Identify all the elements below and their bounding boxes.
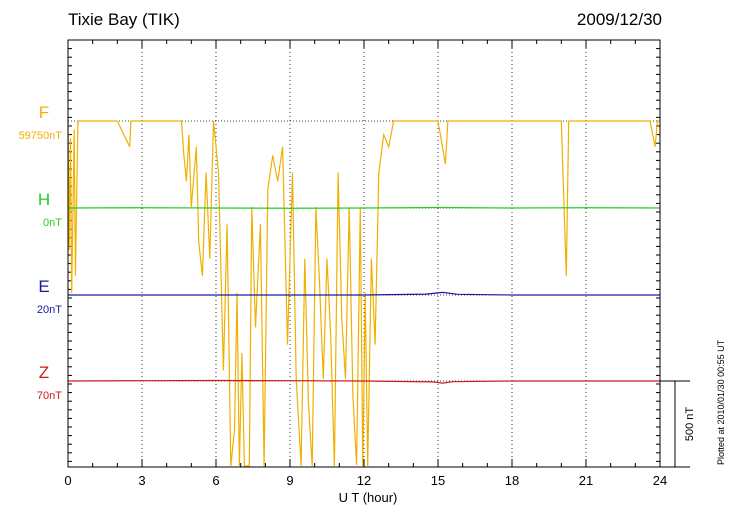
x-tick-label-0: 0 xyxy=(64,473,71,488)
series-baseline-value-Z: 70nT xyxy=(37,390,62,402)
series-baseline-value-F: 59750nT xyxy=(19,130,63,142)
series-baseline-value-E: 20nT xyxy=(37,304,62,316)
x-tick-label-15: 15 xyxy=(431,473,445,488)
station-title: Tixie Bay (TIK) xyxy=(68,10,180,29)
series-labels: F 59750nT H 0nT E 20nT Z 70nT xyxy=(19,103,63,402)
series-traces xyxy=(67,120,661,467)
plotted-timestamp: Plotted at 2010/01/30 00:55 UT xyxy=(716,339,726,465)
x-tick-labels: 0 3 6 9 12 15 18 21 24 xyxy=(64,473,667,488)
x-tick-label-12: 12 xyxy=(357,473,371,488)
series-line-H xyxy=(67,206,661,209)
series-name-F: F xyxy=(39,103,49,122)
x-tick-label-18: 18 xyxy=(505,473,519,488)
series-line-E xyxy=(68,291,660,296)
x-tick-label-9: 9 xyxy=(286,473,293,488)
x-axis-label: U T (hour) xyxy=(339,490,398,505)
x-tick-label-6: 6 xyxy=(212,473,219,488)
plot-frame xyxy=(67,39,661,468)
date-title: 2009/12/30 xyxy=(576,10,662,29)
series-line-F xyxy=(67,120,660,467)
series-line-Z xyxy=(67,379,660,384)
series-baseline-value-H: 0nT xyxy=(43,217,62,229)
scale-bar: 500 nT xyxy=(660,380,696,468)
x-tick-label-21: 21 xyxy=(579,473,593,488)
scale-bar-label: 500 nT xyxy=(684,407,696,442)
series-name-E: E xyxy=(38,277,49,296)
series-name-H: H xyxy=(38,190,50,209)
x-tick-label-24: 24 xyxy=(653,473,667,488)
series-name-Z: Z xyxy=(39,363,49,382)
x-tick-label-3: 3 xyxy=(138,473,145,488)
